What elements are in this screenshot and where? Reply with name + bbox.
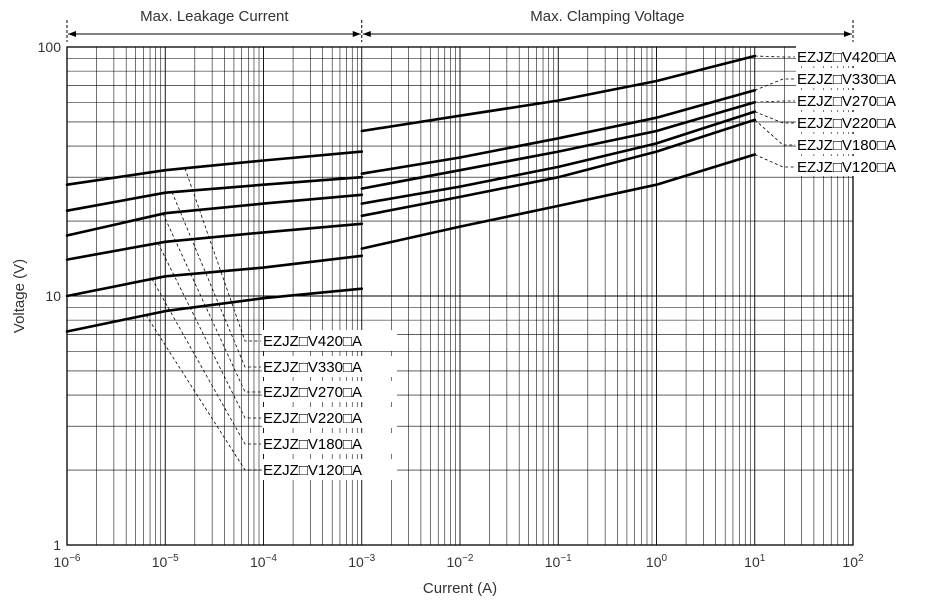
legend-leader-right <box>754 119 795 146</box>
y-axis-label: Voltage (V) <box>11 259 28 333</box>
y-tick-label: 1 <box>53 537 61 553</box>
series-line-leakage-3 <box>65 193 364 237</box>
region-arrowhead-left <box>68 31 76 37</box>
x-tick-label: 10−5 <box>152 553 179 570</box>
legend-label-bg <box>262 459 397 480</box>
legend-label-right: EZJZ□V220□A <box>797 115 896 132</box>
legend-leader-right <box>754 100 795 103</box>
legend-label-right: EZJZ□V420□A <box>797 49 896 66</box>
legend-leader-left <box>151 278 261 445</box>
series-line-clamping-6 <box>360 153 757 250</box>
legend-label-left: EZJZ□V180□A <box>263 436 362 453</box>
legend-label-left: EZJZ□V220□A <box>263 410 362 427</box>
legend-label-left: EZJZ□V270□A <box>263 384 362 401</box>
series-line-clamping-5 <box>360 118 757 218</box>
legend-label-left: EZJZ□V420□A <box>263 333 362 350</box>
legend-label-bg <box>796 156 931 176</box>
region-header: Max. Leakage Current Max. Clamping Voltag… <box>66 5 854 42</box>
tick-labels: 10−6 10−5 10−4 10−3 10−2 10−1 100 101 102 1 10 100 <box>38 39 864 570</box>
region-arrowhead-left <box>362 31 371 37</box>
x-tick-label: 10−4 <box>250 553 277 570</box>
legend-label-bg <box>262 356 397 377</box>
legend-leader-right <box>754 55 795 58</box>
legend: EZJZ□V420□A EZJZ□V330□A EZJZ□V270□A EZJZ□V2… <box>262 46 931 480</box>
legend-leader-left <box>157 242 261 419</box>
legend-label-left: EZJZ□V120□A <box>263 462 362 479</box>
region-label-bg <box>517 5 698 27</box>
series-line-leakage-2 <box>65 175 364 212</box>
region-arrowhead-right <box>844 31 852 37</box>
legend-label-bg <box>796 90 931 110</box>
x-tick-label: 10−6 <box>54 553 81 570</box>
legend-label-bg <box>796 68 931 88</box>
legend-label-left: EZJZ□V330□A <box>263 359 362 376</box>
series-line-leakage-6 <box>65 287 364 333</box>
region-label-bg <box>128 5 301 27</box>
series-line-leakage-5 <box>65 254 364 298</box>
series-line-leakage-1 <box>65 150 364 186</box>
legend-label-right: EZJZ□V270□A <box>797 93 896 110</box>
series-line-clamping-3 <box>360 100 757 190</box>
legend-label-bg <box>262 433 397 454</box>
legend-label-right: EZJZ□V330□A <box>797 71 896 88</box>
legend-leader-left <box>184 168 261 342</box>
legend-leader-left <box>145 314 261 471</box>
legend-leader-right <box>754 78 795 91</box>
series-line-clamping-4 <box>360 110 757 205</box>
legend-leaders <box>145 55 795 471</box>
x-axis-label: Current (A) <box>423 580 497 597</box>
legend-label-bg <box>796 112 931 132</box>
x-tick-label: 10−3 <box>348 553 375 570</box>
legend-label-bg <box>796 46 931 66</box>
y-tick-label: 100 <box>38 39 62 55</box>
x-tick-label: 102 <box>842 553 864 570</box>
x-tick-label: 10−1 <box>545 553 572 570</box>
grid <box>66 47 853 546</box>
legend-label-bg <box>796 134 931 154</box>
legend-label-bg <box>262 381 397 402</box>
x-tick-label: 100 <box>646 553 668 570</box>
x-tick-label: 10−2 <box>447 553 474 570</box>
region-label: Max. Leakage Current <box>140 8 289 25</box>
x-tick-label: 101 <box>744 553 766 570</box>
series-group <box>65 54 757 333</box>
legend-label-bg <box>262 330 397 351</box>
legend-label-right: EZJZ□V180□A <box>797 137 896 154</box>
legend-label-right: EZJZ□V120□A <box>797 159 896 176</box>
region-label: Max. Clamping Voltage <box>530 8 684 25</box>
legend-leader-right <box>754 154 795 168</box>
region-arrowhead-right <box>352 31 361 37</box>
series-line-clamping-1 <box>360 54 757 133</box>
legend-label-bg <box>262 407 397 428</box>
series-line-clamping-2 <box>360 89 757 175</box>
legend-leader-right <box>754 111 795 124</box>
y-tick-label: 10 <box>45 288 61 304</box>
series-line-leakage-4 <box>65 222 364 261</box>
legend-leader-left <box>171 191 261 368</box>
